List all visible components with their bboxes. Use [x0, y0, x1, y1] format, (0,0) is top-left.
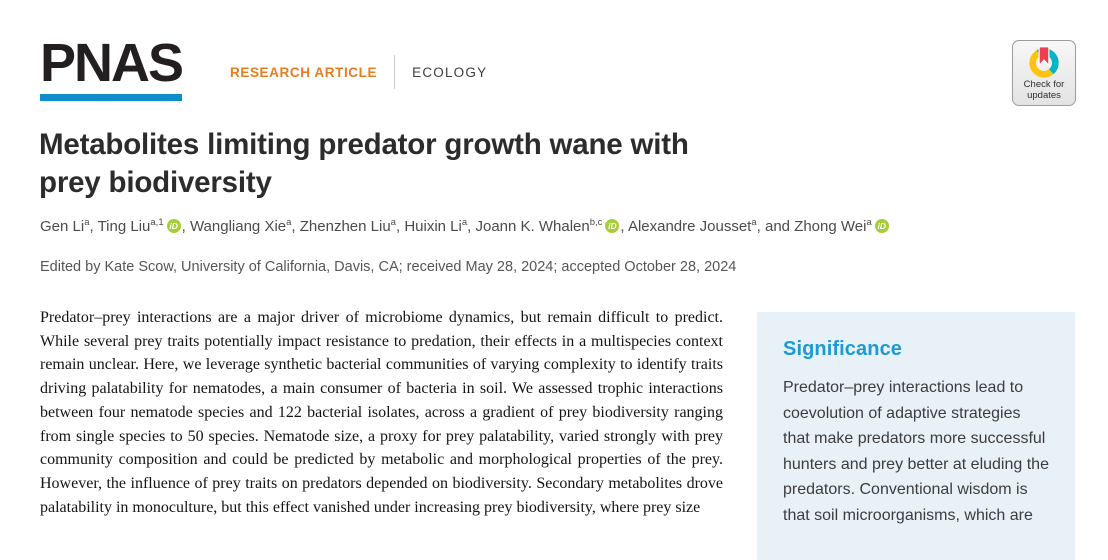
author-name[interactable]: Gen Li [40, 218, 85, 235]
affiliation-superscript: b,c [589, 217, 603, 228]
significance-heading: Significance [783, 338, 903, 360]
article-title-line2: prey biodiversity [39, 166, 272, 200]
category-ecology-link[interactable]: ECOLOGY [412, 64, 488, 80]
pnas-logo[interactable]: PNAS [40, 33, 184, 101]
author-separator: , [620, 218, 628, 235]
crossmark-label-line1: Check for [1023, 78, 1065, 90]
significance-text: Predator–prey interactions lead to coevo… [783, 379, 1049, 524]
author-separator: , [395, 218, 405, 235]
significance-box: Significance Predator–prey interactions … [757, 312, 1075, 560]
author-name[interactable]: Zhenzhen Liu [299, 218, 391, 235]
author-name[interactable]: Wangliang Xie [189, 218, 287, 235]
crossmark-label: Check for updates [1023, 78, 1065, 102]
affiliation-superscript: a [751, 217, 757, 228]
article-title: Metabolites limiting predator growth wan… [39, 126, 879, 203]
author-name[interactable]: Joann K. Whalen [475, 218, 590, 235]
vertical-divider [394, 55, 396, 89]
affiliation-superscript: a [866, 217, 872, 228]
pnas-logo-underline [40, 94, 183, 101]
affiliation-superscript: a [461, 217, 468, 228]
author-separator: , [291, 218, 300, 235]
crossmark-icon [1029, 45, 1059, 78]
pnas-logo-text: PNAS [40, 33, 184, 93]
affiliation-superscript: a [390, 217, 396, 228]
article-title-line1: Metabolites limiting predator growth wan… [39, 128, 689, 161]
affiliation-superscript: a,1 [150, 217, 164, 228]
author-name[interactable]: Ting Liu [97, 218, 151, 235]
author-separator: , [181, 218, 190, 235]
editor-line: Edited by Kate Scow, University of Calif… [40, 259, 737, 275]
orcid-icon[interactable]: iD [605, 219, 620, 233]
author-name[interactable]: Alexandre Jousset [627, 218, 752, 235]
author-separator: , [89, 218, 98, 235]
orcid-icon[interactable]: iD [874, 219, 889, 233]
crossmark-label-line2: updates [1027, 89, 1061, 101]
research-article-link[interactable]: RESEARCH ARTICLE [230, 64, 378, 80]
orcid-icon[interactable]: iD [166, 219, 181, 233]
check-for-updates-badge[interactable]: Check for updates [1012, 40, 1076, 106]
abstract-paragraph: Predator–prey interactions are a major d… [40, 309, 723, 516]
author-separator: , [467, 218, 476, 235]
affiliation-superscript: a [84, 217, 90, 228]
affiliation-superscript: a [286, 217, 292, 228]
author-name[interactable]: Huixin Li [404, 218, 462, 235]
author-list: Gen Lia, Ting Liua,1 iD, Wangliang Xiea, … [40, 218, 1060, 235]
author-name[interactable]: Zhong Wei [794, 218, 867, 235]
author-separator: , and [756, 218, 795, 235]
article-type-row: RESEARCH ARTICLE ECOLOGY [230, 54, 487, 90]
